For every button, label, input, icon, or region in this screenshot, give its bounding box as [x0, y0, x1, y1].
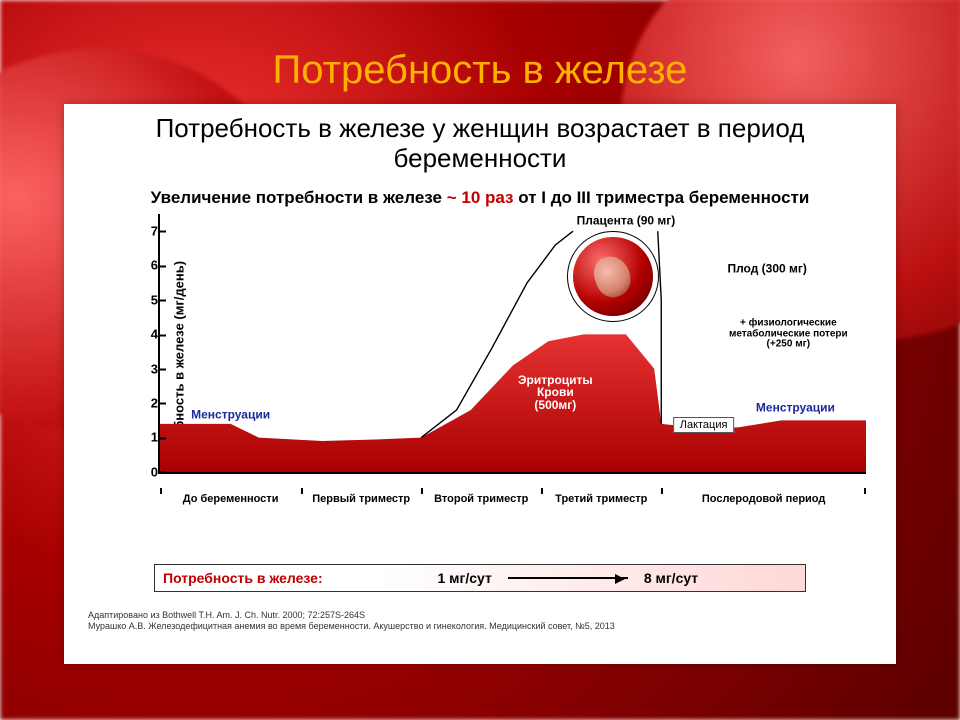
y-tick: 4	[138, 327, 158, 342]
citation-line-2: Мурашко А.В. Железодефицитная анемия во …	[88, 621, 872, 632]
slide-title-text: Потребность в железе	[273, 48, 688, 92]
x-segment: Послеродовой период	[661, 494, 866, 506]
y-tick: 1	[138, 430, 158, 445]
x-segment-label: Послеродовой период	[702, 493, 826, 505]
content-panel: Потребность в железе у женщин возрастает…	[64, 104, 896, 664]
chart-label-physio: + физиологические метаболические потери …	[729, 318, 848, 350]
x-segment-label: До беременности	[183, 493, 279, 505]
need-bar-values: 1 мг/сут 8 мг/сут	[331, 570, 805, 586]
x-segment-label: Второй триместр	[434, 493, 528, 505]
x-segment-label: Третий триместр	[555, 493, 647, 505]
slide-title: Потребность в железе	[0, 48, 960, 93]
x-segment: Третий триместр	[541, 494, 661, 506]
chart-label-menstr_left: Менструации	[191, 409, 270, 422]
x-segment: Первый триместр	[301, 494, 421, 506]
y-tick: 3	[138, 361, 158, 376]
y-tick: 7	[138, 223, 158, 238]
chart-label-fetus: Плод (300 мг)	[727, 263, 806, 276]
panel-subtitle-text: Потребность в железе у женщин возрастает…	[156, 113, 805, 173]
chart-label-lactation: Лактация	[673, 417, 735, 433]
y-tick: 6	[138, 258, 158, 273]
arrow-icon	[508, 577, 628, 579]
need-to-value: 8 мг/сут	[644, 570, 698, 586]
chart-label-menstr_right: Менструации	[756, 402, 835, 415]
subsubtitle-prefix: Увеличение потребности в железе	[151, 188, 442, 207]
subsubtitle-accent: ~ 10 раз	[447, 188, 514, 207]
citation: Адаптировано из Bothwell T.H. Am. J. Ch.…	[88, 610, 872, 633]
need-bar-label: Потребность в железе:	[155, 570, 331, 586]
y-tick: 2	[138, 395, 158, 410]
fetus-icon	[573, 237, 652, 316]
x-segment: Второй триместр	[421, 494, 541, 506]
panel-subtitle: Потребность в железе у женщин возрастает…	[88, 114, 872, 174]
y-tick: 5	[138, 292, 158, 307]
chart: Потребность в железе (мг/день) 01234567 …	[134, 214, 876, 514]
x-segment: До беременности	[160, 494, 301, 506]
fetus-circle-outer	[567, 231, 658, 322]
plot-area: 01234567 До беременностиПервый триместрВ…	[158, 214, 866, 474]
need-from-value: 1 мг/сут	[437, 570, 491, 586]
chart-label-placenta: Плацента (90 мг)	[577, 214, 676, 227]
citation-line-1: Адаптировано из Bothwell T.H. Am. J. Ch.…	[88, 610, 872, 621]
chart-label-eryth: Эритроциты Крови (500мг)	[518, 374, 593, 412]
subsubtitle-suffix: от I до III триместра беременности	[518, 188, 809, 207]
panel-subsubtitle: Увеличение потребности в железе ~ 10 раз…	[88, 188, 872, 208]
y-tick: 0	[138, 464, 158, 479]
envelope-right-line	[658, 231, 662, 424]
iron-need-bar: Потребность в железе: 1 мг/сут 8 мг/сут	[154, 564, 806, 592]
x-segment-label: Первый триместр	[312, 493, 410, 505]
